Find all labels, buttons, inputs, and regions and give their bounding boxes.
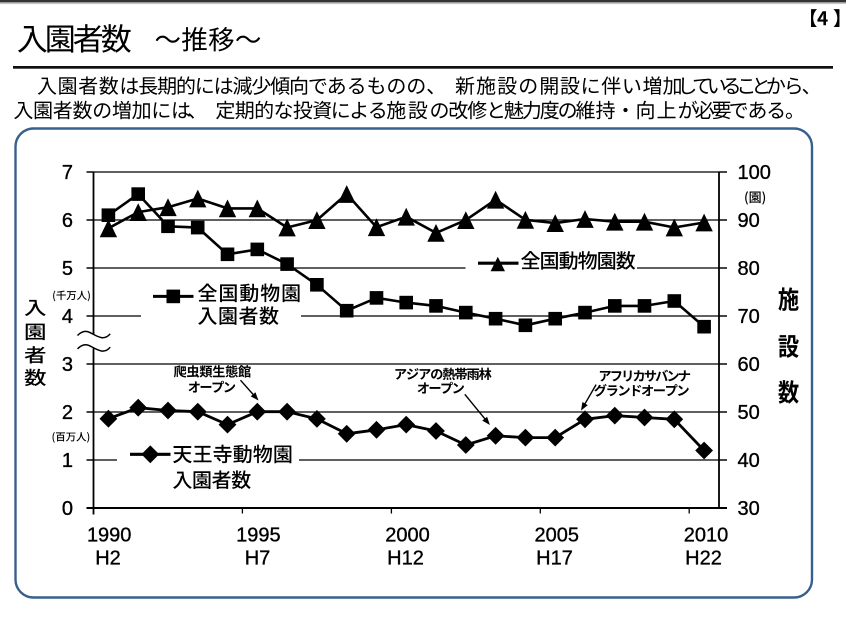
svg-text:40: 40 — [738, 450, 760, 472]
svg-text:2005: 2005 — [535, 525, 580, 547]
svg-text:2010: 2010 — [684, 525, 729, 547]
svg-text:7: 7 — [62, 162, 73, 184]
svg-text:H2: H2 — [95, 548, 121, 570]
svg-text:2000: 2000 — [385, 525, 430, 547]
svg-text:50: 50 — [738, 402, 760, 424]
svg-text:2: 2 — [62, 402, 73, 424]
svg-text:30: 30 — [738, 498, 760, 520]
svg-text:5: 5 — [62, 258, 73, 280]
svg-text:H22: H22 — [685, 548, 722, 570]
svg-text:1990: 1990 — [87, 525, 132, 547]
svg-text:3: 3 — [62, 354, 73, 376]
svg-text:H7: H7 — [245, 548, 271, 570]
svg-text:H17: H17 — [536, 548, 573, 570]
svg-text:100: 100 — [738, 162, 771, 184]
svg-text:1995: 1995 — [236, 525, 281, 547]
svg-text:1: 1 — [62, 450, 73, 472]
svg-text:90: 90 — [738, 210, 760, 232]
svg-text:H12: H12 — [387, 548, 424, 570]
svg-text:6: 6 — [62, 210, 73, 232]
svg-text:4: 4 — [62, 306, 73, 328]
svg-text:60: 60 — [738, 354, 760, 376]
svg-text:0: 0 — [62, 498, 73, 520]
svg-text:80: 80 — [738, 258, 760, 280]
svg-text:70: 70 — [738, 306, 760, 328]
